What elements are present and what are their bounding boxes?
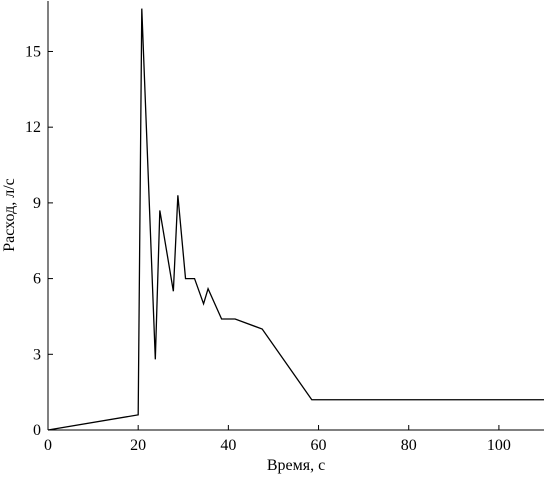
x-tick-label: 100 [487, 437, 511, 454]
y-tick-label: 9 [33, 195, 41, 212]
y-tick-label: 3 [33, 346, 41, 363]
x-tick-label: 60 [311, 437, 327, 454]
y-tick-label: 15 [25, 43, 41, 60]
x-tick-label: 20 [130, 437, 146, 454]
y-tick-label: 0 [33, 422, 41, 439]
data-line [47, 8, 544, 431]
x-tick-label: 0 [44, 437, 52, 454]
x-axis-label: Время, с [267, 457, 325, 474]
y-axis-label: Расход, л/с [1, 178, 18, 252]
x-tick-label: 40 [220, 437, 236, 454]
y-tick-label: 12 [25, 119, 41, 136]
x-tick-label: 80 [401, 437, 417, 454]
y-tick-label: 6 [33, 271, 41, 288]
